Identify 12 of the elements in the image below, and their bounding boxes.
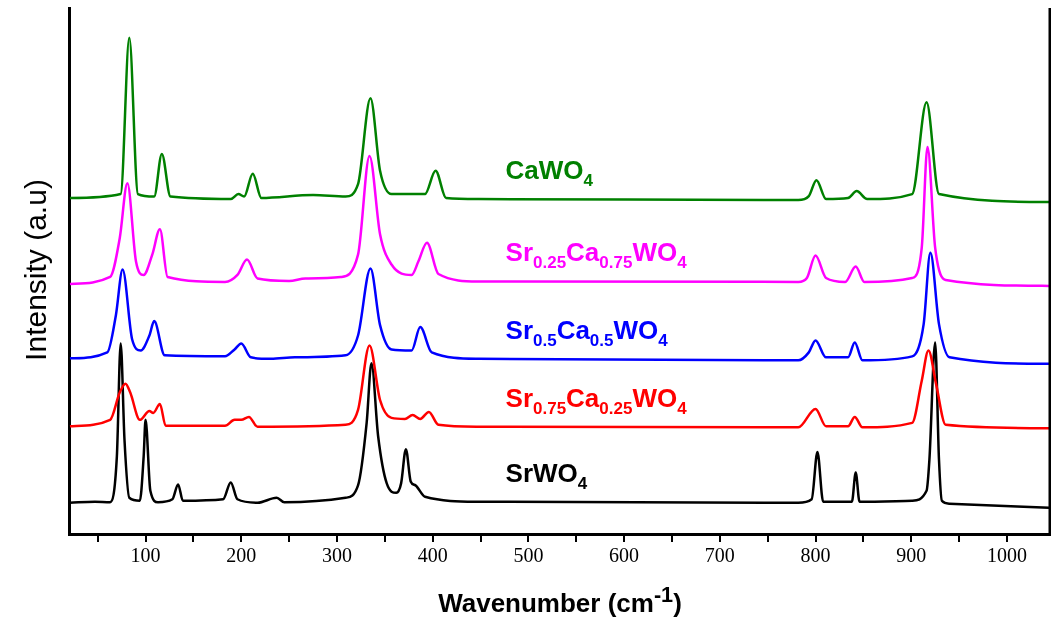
x-tick-label: 400 bbox=[417, 544, 448, 567]
x-tick-label: 100 bbox=[130, 544, 161, 567]
x-tick-label: 800 bbox=[800, 544, 831, 567]
x-tick-label: 900 bbox=[896, 544, 927, 567]
x-axis-title: Wavenumber (cm$^{-1}$) bbox=[437, 582, 683, 619]
x-tick-label: 300 bbox=[321, 544, 352, 567]
x-tick-label: 1000 bbox=[986, 544, 1027, 567]
x-tick-label: 700 bbox=[704, 544, 735, 567]
y-axis-title: Intensity (a.u) bbox=[19, 179, 53, 361]
x-tick-label: 500 bbox=[513, 544, 544, 567]
x-tick-label: 200 bbox=[226, 544, 257, 567]
x-tick-label: 600 bbox=[609, 544, 640, 567]
